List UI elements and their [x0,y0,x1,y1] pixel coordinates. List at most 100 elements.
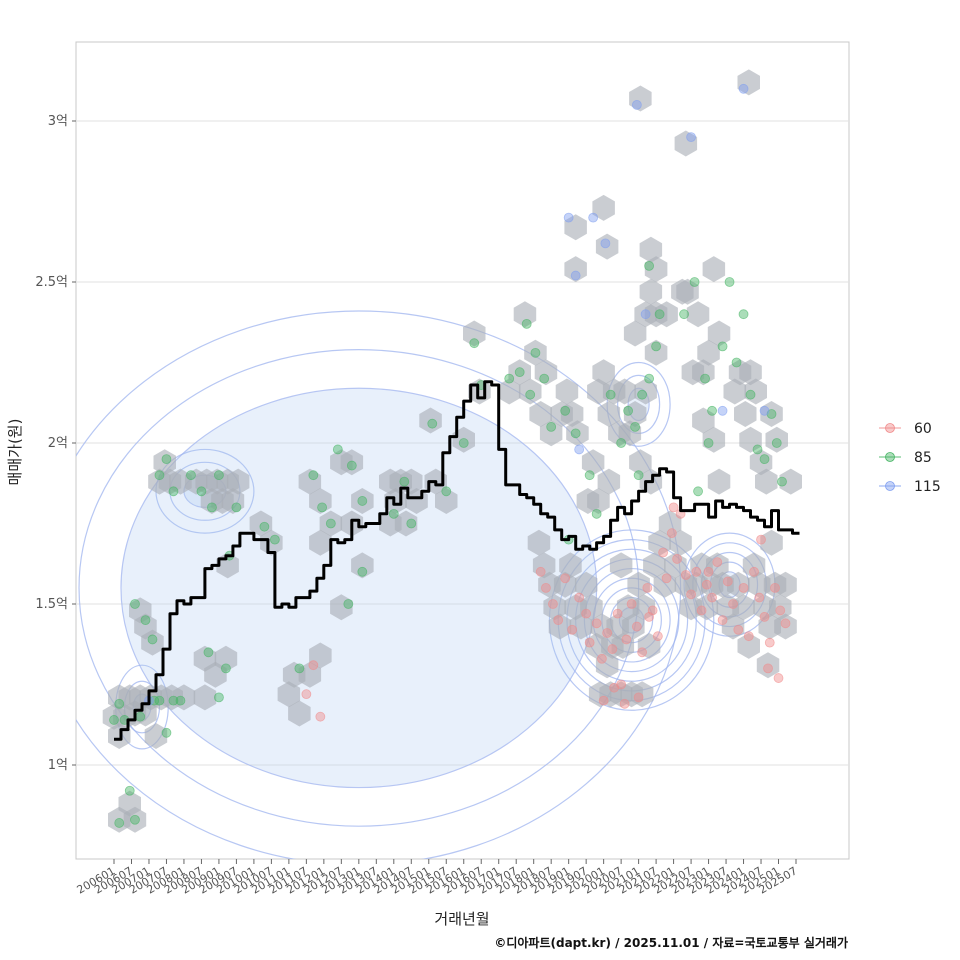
point-85 [161,454,172,465]
point-60 [581,608,592,619]
point-60 [680,570,691,580]
point-60 [722,576,733,587]
point-85 [584,470,595,481]
hexbin-cell [319,510,343,537]
hexbin-cell [613,378,636,405]
hexbin-cell [760,529,783,556]
point-115 [759,405,770,416]
point-85 [207,502,217,513]
hexbin-cell [564,256,587,283]
point-115 [570,270,581,281]
point-60 [717,615,728,625]
hexbin-cell [629,449,652,476]
point-60 [756,534,766,545]
hexbin-cell [524,339,547,366]
point-85 [332,444,343,455]
y-axis-ticks: 1억 1.5억 2억 2.5억 3억 [35,114,76,773]
point-85 [221,663,231,674]
point-85 [539,373,550,384]
hexbin-cell [435,488,458,514]
point-60 [780,618,791,629]
point-60 [764,637,775,648]
point-60 [612,608,623,619]
point-60 [775,605,786,616]
point-60 [733,624,744,635]
hexbin-cell [706,552,729,579]
point-60 [754,592,765,603]
point-85 [114,698,125,709]
point-60 [548,599,558,609]
point-85 [777,476,787,487]
point-60 [770,583,780,593]
point-60 [619,698,630,709]
hexbin-cell [779,468,802,495]
hexbin-cell [774,613,797,640]
hexbin-cell [629,85,652,112]
legend-label: 115 [914,479,941,495]
point-85 [109,715,119,725]
legend-label: 60 [914,421,932,437]
point-85 [717,341,728,352]
hexbin-cell [723,378,747,405]
hexbin-cell [737,632,760,659]
point-85 [114,818,125,828]
point-60 [672,554,682,564]
point-85 [703,438,714,448]
hexbin-cell [697,339,720,366]
hexbin-cell [123,806,147,833]
point-60 [598,695,609,706]
point-85 [738,309,749,320]
point-85 [570,428,581,439]
legend-label: 85 [914,450,932,466]
point-85 [317,502,327,513]
point-60 [574,592,585,603]
point-85 [591,508,602,519]
point-85 [623,405,634,416]
hexbin-cell [527,529,551,556]
hexbin-cell [529,401,552,427]
hexbin-cell [643,552,666,579]
hexbin-cell [676,278,699,305]
hexbin-cell [559,552,582,579]
point-60 [703,566,714,577]
point-85 [388,508,399,519]
hexbin-cell [277,681,301,708]
hexbin-cell [774,571,797,598]
hexbin-cell [658,510,682,537]
hexbin-cell [739,426,762,453]
point-85 [514,367,525,378]
hexbin-cell [760,401,783,427]
point-85 [308,470,319,481]
point-85 [130,814,140,825]
point-60 [607,644,618,654]
hexbin-cell [595,652,619,679]
point-115 [738,83,749,94]
point-60 [621,634,632,645]
y-tick-label: 2.5억 [35,275,68,290]
point-60 [707,592,717,603]
hexbin-cell [702,256,726,283]
hexbin-cell [153,449,176,476]
point-60 [602,628,613,638]
hexbin-cell [351,488,374,514]
point-85 [399,476,410,487]
hexbin-cell [419,407,442,434]
point-85 [759,454,770,465]
hexbin-cell [340,449,364,476]
point-60 [773,673,784,683]
hexbin-cell [611,632,635,659]
hexbin-cell [351,552,374,579]
point-85 [724,277,735,287]
hexbin-cell [592,194,615,221]
point-85 [525,389,536,400]
hexbin-cell [309,488,332,514]
point-60 [560,573,571,584]
point-60 [541,583,551,593]
point-85 [644,373,655,384]
hexbin-cell [498,378,521,405]
hexbin-cell [664,552,687,579]
legend-key-point [885,481,895,491]
hexbin-cell [587,378,610,405]
point-85 [745,389,756,400]
